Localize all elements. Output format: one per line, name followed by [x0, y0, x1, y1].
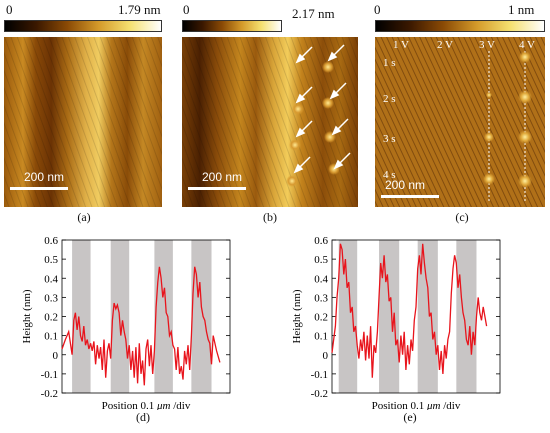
- time-label-2: 2 s: [383, 93, 396, 105]
- caption-d: (d): [136, 410, 150, 424]
- chart-e-ytick-label-3: 0.3: [314, 292, 328, 304]
- afm-image-b: 200 nm: [182, 37, 358, 207]
- chart-d-xlabel: Position 0.1 μm /div: [102, 400, 191, 410]
- chart-d-band-0: [72, 240, 91, 393]
- voltage-label-2: 2 V: [437, 39, 453, 51]
- colorbar-max-label-c: 1 nm: [508, 2, 535, 17]
- caption-c: (c): [455, 210, 469, 224]
- chart-d-ylabel: Height (nm): [21, 289, 33, 343]
- voltage-label-3: 3 V: [479, 39, 495, 51]
- scale-bar-a: [10, 187, 68, 190]
- afm-image-a: 200 nm: [4, 37, 162, 207]
- chart-d-ytick-label-6: 0: [53, 350, 59, 362]
- chart-d-ytick-label-7: -0.1: [41, 369, 58, 381]
- chart-e-ytick-label-1: 0.5: [314, 254, 328, 266]
- chart-d-xlabel-div: /div: [170, 400, 190, 410]
- chart-d-ytick-label-5: 0.1: [44, 331, 58, 343]
- chart-d-band-2: [154, 240, 173, 393]
- colorbar-max-label-a: 1.79 nm: [118, 2, 161, 17]
- chart-e-xlabel-div: /div: [440, 400, 460, 410]
- chart-e-ytick-label-5: 0.1: [314, 331, 328, 343]
- time-label-1: 1 s: [383, 57, 396, 69]
- chart-d-xlabel-unit: μm: [156, 400, 171, 410]
- chart-e-xlabel: Position 0.1 μm /div: [372, 400, 461, 410]
- arrow-icons-b: [293, 44, 351, 174]
- chart-e-ytick-label-6: 0: [323, 350, 329, 362]
- chart-e-ytick-label-7: -0.1: [311, 369, 328, 381]
- chart-e-band-1: [379, 240, 400, 393]
- chart-d-xlabel-position: Position: [102, 400, 141, 410]
- chart-e-series-line-0: [331, 243, 488, 378]
- caption-a: (a): [77, 210, 91, 224]
- chart-e-xlabel-unit: μm: [426, 400, 441, 410]
- colorbar-max-label-b: 2.17 nm: [292, 6, 335, 21]
- chart-e-xlabel-value: 0.1: [410, 400, 427, 410]
- colorbar-a: [4, 20, 162, 32]
- voltage-label-4: 4 V: [519, 39, 535, 51]
- colorbar-c: [375, 20, 545, 32]
- colorbar-b: [182, 20, 282, 32]
- scale-label-c: 200 nm: [385, 178, 426, 192]
- time-label-3: 3 s: [383, 133, 396, 145]
- chart-e-ytick-label-8: -0.2: [311, 388, 328, 400]
- chart-d-series-line-0: [61, 266, 221, 386]
- time-label-4: 4 s: [383, 169, 396, 181]
- chart-d-ytick-label-3: 0.3: [44, 292, 58, 304]
- colorbar-min-label-c: 0: [374, 2, 381, 17]
- chart-e-band-3: [456, 240, 477, 393]
- chart-d-band-3: [191, 240, 212, 393]
- colorbar-min-label-b: 0: [183, 2, 190, 17]
- chart-d-ytick-label-8: -0.2: [41, 388, 58, 400]
- scale-bar-c: [381, 195, 439, 198]
- scale-label-a: 200 nm: [24, 170, 65, 184]
- caption-b: (b): [263, 210, 277, 224]
- nanodot-features-c: [483, 51, 532, 188]
- chart-e-xlabel-position: Position: [372, 400, 411, 410]
- chart-d-ytick-label-4: 0.2: [44, 312, 58, 324]
- chart-e-ytick-label-0: 0.6: [314, 235, 328, 247]
- chart-d-ytick-label-0: 0.6: [44, 235, 58, 247]
- chart-e-svg: 0.6 0.5 0.4 0.3 0.2 0.1 0 -0.1 -0.2 Height (nm) Po…: [291, 235, 501, 412]
- chart-d-ytick-label-2: 0.4: [44, 273, 58, 285]
- scale-bar-b: [188, 187, 246, 190]
- chart-d-ytick-label-1: 0.5: [44, 254, 58, 266]
- caption-e: (e): [403, 410, 417, 424]
- chart-e-ytick-label-2: 0.4: [314, 273, 328, 285]
- colorbar-min-label-a: 0: [6, 2, 13, 17]
- chart-d: 0.6 0.5 0.4 0.3 0.2 0.1 0 -0.1 -0.2 Height (nm) Po…: [0, 230, 275, 412]
- chart-e: 0.6 0.5 0.4 0.3 0.2 0.1 0 -0.1 -0.2 Height (nm) Po…: [270, 230, 550, 412]
- chart-e-ylabel: Height (nm): [291, 289, 303, 343]
- chart-e-ytick-label-4: 0.2: [314, 312, 328, 324]
- chart-e-band-2: [417, 240, 438, 393]
- scale-label-b: 200 nm: [202, 170, 243, 184]
- voltage-label-1: 1 V: [393, 39, 409, 51]
- chart-d-xlabel-value: 0.1: [140, 400, 157, 410]
- chart-e-band-0: [338, 240, 358, 393]
- chart-d-svg: 0.6 0.5 0.4 0.3 0.2 0.1 0 -0.1 -0.2 Height (nm) Po…: [21, 235, 231, 412]
- afm-image-c: 1 V 2 V 3 V 4 V 1 s 2 s 3 s 4 s 200 nm: [375, 37, 545, 207]
